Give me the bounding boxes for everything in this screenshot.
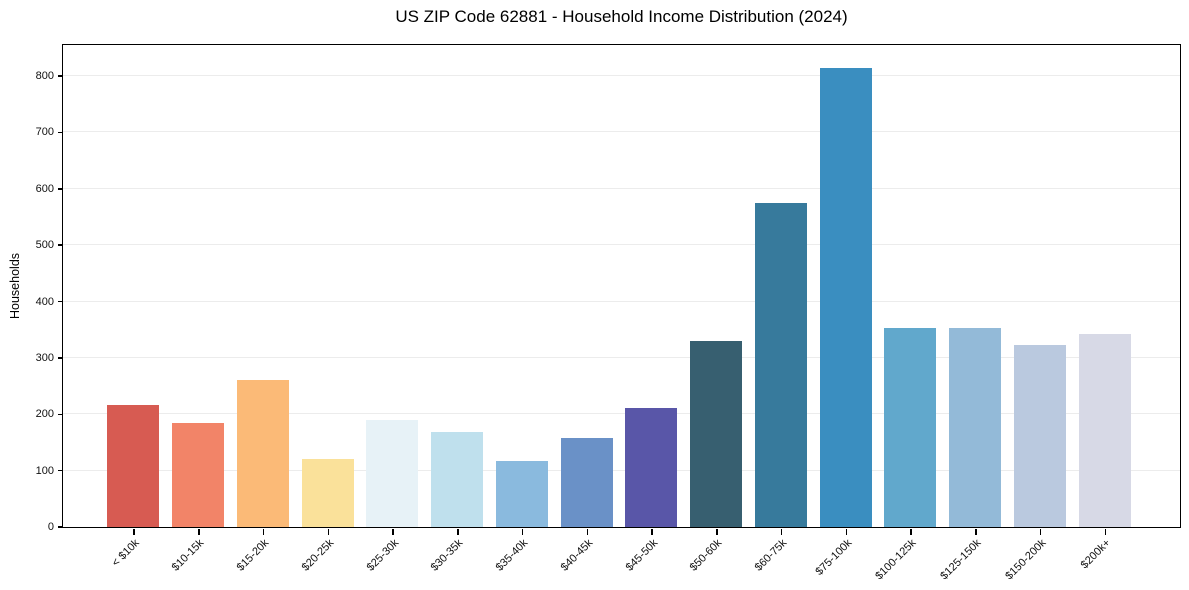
gridline-y500 — [63, 244, 1180, 246]
x-tick-label-16: $200k+ — [1078, 537, 1114, 572]
y-tick-mark-200 — [58, 413, 63, 416]
bar-$100-125k — [884, 328, 937, 527]
bar-$75-100k — [819, 68, 872, 527]
x-tick-mark-3 — [262, 528, 265, 535]
y-tick-label-700: 700 — [35, 126, 54, 139]
x-tick-mark-8 — [586, 528, 589, 535]
bar-slot-15: $150-200k — [1003, 45, 1073, 582]
x-tick-label-13: $100-125k — [873, 537, 919, 583]
x-tick-label-5: $25-30k — [364, 537, 401, 574]
bar-slot-5: $25-30k — [360, 45, 425, 574]
bar-slot-11: $60-75k — [749, 45, 814, 574]
x-tick-label-9: $45-50k — [623, 537, 660, 574]
y-tick-mark-300 — [58, 357, 63, 359]
x-tick-label-10: $50-60k — [688, 537, 725, 574]
bars-row: < $10k $10-15k $15-20k $20-25k $25-30k $30-35… — [63, 45, 1180, 582]
bar-slot-14: $125-150k — [938, 45, 1008, 582]
x-tick-label-15: $150-200k — [1003, 537, 1049, 583]
gridline-y800 — [63, 75, 1180, 77]
bar-$200k+ — [1078, 334, 1131, 527]
bar-$50-60k — [690, 340, 743, 527]
x-tick-label-4: $20-25k — [299, 537, 337, 574]
bar-slot-8: $40-45k — [554, 45, 619, 574]
x-tick-mark-2 — [198, 528, 200, 535]
y-tick-mark-600 — [58, 188, 63, 190]
y-tick-mark-0 — [58, 526, 63, 528]
bar-$20-25k — [301, 459, 354, 527]
bar-slot-12: $75-100k — [813, 45, 878, 578]
bar-slot-6: $30-35k — [425, 45, 490, 574]
y-tick-mark-100 — [58, 469, 63, 472]
bar-slot-7: $35-40k — [490, 45, 555, 574]
bar-$60-75k — [754, 202, 807, 527]
bar-$10-15k — [172, 422, 225, 527]
x-tick-mark-16 — [1104, 528, 1107, 535]
x-tick-label-6: $30-35k — [429, 537, 466, 574]
x-tick-label-7: $35-40k — [493, 537, 531, 574]
x-tick-label-2: $10-15k — [170, 537, 207, 574]
y-tick-mark-700 — [58, 131, 63, 134]
bar-$45-50k — [625, 408, 678, 527]
gridline-y100 — [63, 469, 1180, 471]
x-tick-label-14: $125-150k — [938, 537, 984, 583]
bar-slot-2: $10-15k — [166, 45, 231, 574]
x-tick-mark-11 — [780, 528, 783, 535]
y-tick-mark-500 — [58, 244, 63, 246]
y-tick-mark-400 — [58, 300, 63, 303]
x-tick-mark-12 — [845, 528, 848, 535]
x-tick-mark-7 — [521, 528, 524, 535]
x-tick-label-11: $60-75k — [752, 537, 790, 574]
y-axis-label: Households — [8, 253, 22, 320]
bar-$125-150k — [949, 328, 1002, 527]
bar-slot-10: $50-60k — [684, 45, 749, 574]
x-tick-mark-13 — [910, 528, 912, 535]
y-tick-label-600: 600 — [35, 182, 54, 195]
y-tick-label-400: 400 — [35, 295, 54, 308]
chart-title: US ZIP Code 62881 - Household Income Dis… — [395, 7, 848, 26]
x-tick-label-8: $40-45k — [558, 537, 596, 574]
bar-< $10k — [107, 405, 160, 527]
bar-slot-13: $100-125k — [874, 45, 943, 582]
plot-area: 0 100 200 300 400 500 600 700 800 < $10k $10-15k $… — [36, 44, 1181, 582]
y-tick-label-500: 500 — [35, 239, 54, 252]
gridline-y600 — [63, 187, 1180, 189]
bar-$15-20k — [236, 379, 289, 527]
bar-slot-1: < $10k — [101, 45, 166, 569]
x-tick-mark-10 — [716, 528, 718, 535]
bar-slot-16: $200k+ — [1072, 45, 1137, 571]
bar-$35-40k — [495, 461, 548, 527]
y-tick-label-100: 100 — [35, 464, 54, 477]
gridline-y700 — [63, 131, 1180, 133]
bar-$150-200k — [1013, 344, 1066, 527]
x-tick-mark-9 — [651, 528, 653, 535]
x-tick-mark-15 — [1039, 528, 1042, 535]
x-tick-mark-5 — [392, 528, 394, 535]
x-tick-mark-4 — [327, 528, 330, 535]
x-tick-mark-6 — [457, 528, 459, 535]
x-tick-label-3: $15-20k — [234, 537, 272, 574]
y-tick-mark-800 — [58, 75, 63, 77]
bar-slot-9: $45-50k — [619, 45, 684, 574]
bar-$25-30k — [366, 420, 419, 527]
bar-slot-3: $15-20k — [231, 45, 296, 574]
gridline-y300 — [63, 356, 1180, 358]
x-tick-label-1: < $10k — [109, 537, 142, 570]
bar-slot-4: $20-25k — [295, 45, 360, 574]
y-tick-label-300: 300 — [35, 351, 54, 364]
y-tick-label-0: 0 — [47, 521, 54, 533]
bar-$40-45k — [560, 437, 613, 527]
bar-$30-35k — [431, 431, 484, 527]
gridline-y200 — [63, 413, 1180, 415]
x-tick-label-12: $75-100k — [813, 537, 855, 578]
x-tick-mark-14 — [975, 528, 977, 535]
y-tick-label-200: 200 — [35, 408, 54, 421]
y-tick-label-800: 800 — [35, 70, 54, 82]
x-tick-mark-1 — [133, 528, 135, 535]
gridline-y400 — [63, 300, 1180, 302]
